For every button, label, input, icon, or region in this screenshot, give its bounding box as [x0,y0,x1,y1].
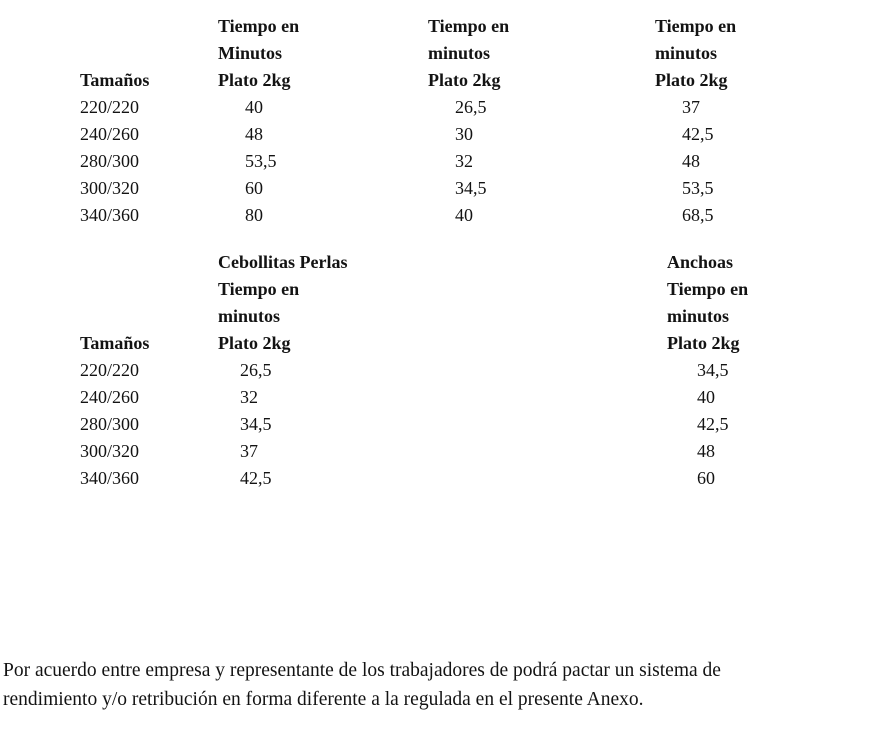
table1-row5-value2: 40 [455,205,473,225]
table1-row4-value2: 34,5 [455,178,487,198]
table1-row2-size: 240/260 [80,124,140,144]
table1-row5-value1: 80 [245,205,263,225]
table2-cebollitas-header-line4: Plato 2kg [218,333,291,353]
table1-col2-header: Tiempo en minutos Plato 2kg [428,13,655,94]
footer-paragraph: Por acuerdo entre empresa y representant… [3,657,875,714]
table2-cebollitas-header-line1: Cebollitas Perlas [218,252,348,272]
cooking-times-table-2: Tamaños Cebollitas Perlas Tiempo en minu… [80,249,875,492]
footer-paragraph-line1: Por acuerdo entre empresa y representant… [3,660,721,681]
table2-row2-value1: 32 [240,387,258,407]
table1-row3-value2: 32 [455,151,473,171]
table2-row3-empty [428,411,655,438]
table2-row2-size: 240/260 [80,387,140,407]
table1-row3-value1: 53,5 [245,151,277,171]
table2-row4-size: 300/320 [80,441,140,461]
table1-row1-value3: 37 [682,97,700,117]
table2-cebollitas-header: Cebollitas Perlas Tiempo en minutos Plat… [218,249,428,357]
table2-row3-value1: 34,5 [240,414,272,434]
footer-paragraph-line2: rendimiento y/o retribución en forma dif… [3,688,644,710]
table1-row4-size: 300/320 [80,178,140,198]
table1-col3-header-line2: minutos [655,43,718,63]
table1-col2-header-line2: minutos [428,43,491,63]
table2-row5-value2: 60 [697,468,715,488]
table2-row4-empty [428,438,655,465]
table2-row1-value2: 34,5 [697,360,729,380]
table1-row1-value1: 40 [245,97,263,117]
table2-row4-value1: 37 [240,441,258,461]
table2-row1-value1: 26,5 [240,360,272,380]
table1-col2-header-line1: Tiempo en [428,16,510,36]
table1-row4-value1: 60 [245,178,263,198]
table2-row5-empty [428,465,655,492]
table1-col1-header-line3: Plato 2kg [218,70,291,90]
table1-col2-header-line3: Plato 2kg [428,70,501,90]
table2-anchoas-header-line2: Tiempo en [667,279,749,299]
table2-anchoas-header: Anchoas Tiempo en minutos Plato 2kg [655,249,875,357]
table1-row2-value3: 42,5 [682,124,714,144]
table1-row4-value3: 53,5 [682,178,714,198]
table2-sizes-column-header: Tamaños [80,330,218,357]
table1-row1-value2: 26,5 [455,97,487,117]
cooking-times-table-1: Tamaños Tiempo en Minutos Plato 2kg Tiem… [80,13,875,229]
table2-anchoas-header-line3: minutos [667,306,730,326]
table1-col3-header-line3: Plato 2kg [655,70,728,90]
table1-col3-header: Tiempo en minutos Plato 2kg [655,13,875,94]
table1-col3-header-line1: Tiempo en [655,16,737,36]
table2-row4-value2: 48 [697,441,715,461]
table1-row1-size: 220/220 [80,97,140,117]
table2-cebollitas-header-line2: Tiempo en [218,279,300,299]
table1-row3-size: 280/300 [80,151,140,171]
table1-sizes-header-label: Tamaños [80,70,150,90]
table1-col1-header-line2: Minutos [218,43,283,63]
table2-anchoas-header-line4: Plato 2kg [667,333,740,353]
table1-col1-header: Tiempo en Minutos Plato 2kg [218,13,428,94]
table2-row2-empty [428,384,655,411]
table2-row5-value1: 42,5 [240,468,272,488]
table1-sizes-column-header: Tamaños [80,67,218,94]
table1-row5-value3: 68,5 [682,205,714,225]
table2-row1-empty [428,357,655,384]
table2-row1-size: 220/220 [80,360,140,380]
table2-sizes-header-label: Tamaños [80,333,150,353]
table1-row3-value3: 48 [682,151,700,171]
table1-row2-value2: 30 [455,124,473,144]
table2-cebollitas-header-line3: minutos [218,306,281,326]
table2-empty-column-header [428,249,655,357]
table2-row2-value2: 40 [697,387,715,407]
table2-anchoas-header-line1: Anchoas [667,252,734,272]
table1-col1-header-line1: Tiempo en [218,16,300,36]
table1-row5-size: 340/360 [80,205,140,225]
table2-row5-size: 340/360 [80,468,140,488]
table2-row3-value2: 42,5 [697,414,729,434]
table1-row2-value1: 48 [245,124,263,144]
table2-row3-size: 280/300 [80,414,140,434]
